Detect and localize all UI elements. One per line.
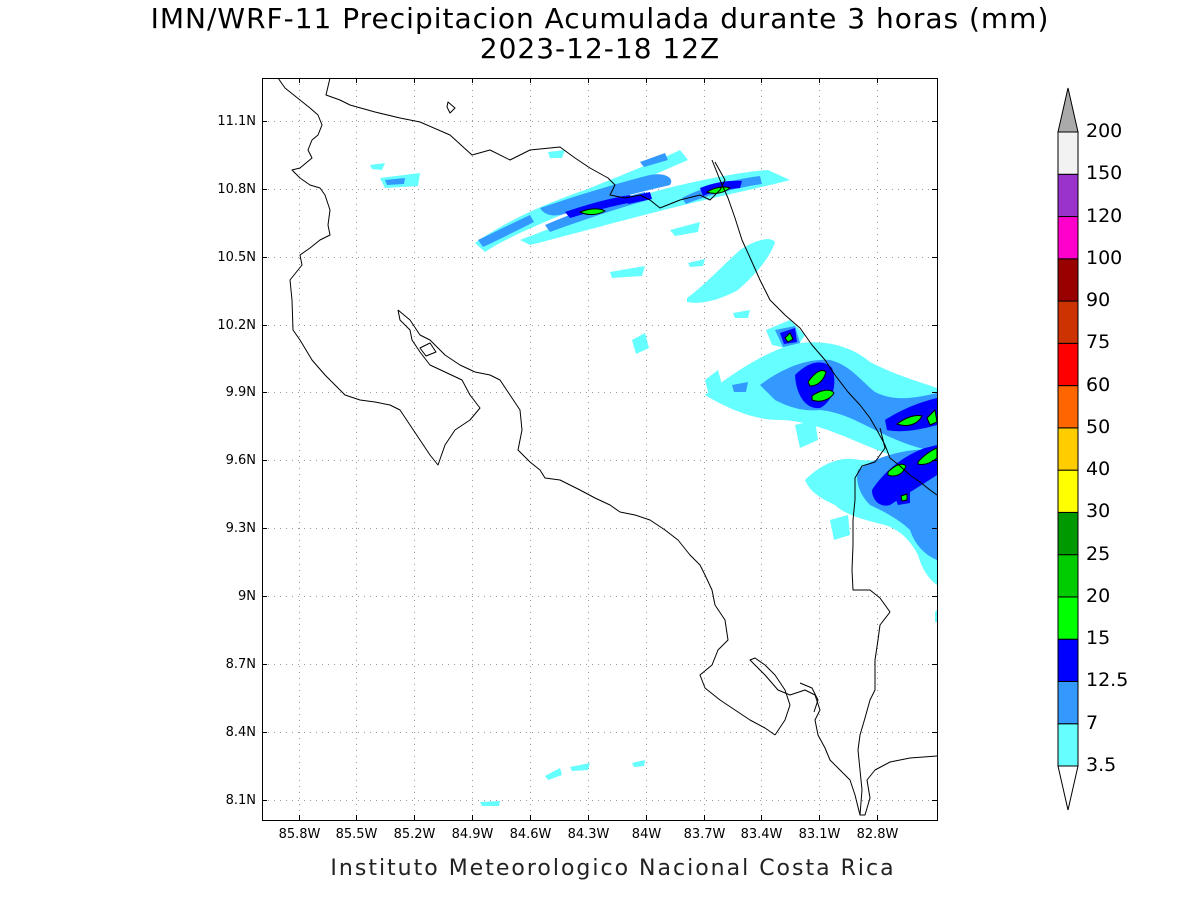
- lat-tick-label: 10.5N: [217, 249, 256, 265]
- colorbar-label: 15: [1086, 627, 1111, 650]
- colorbar-label: 90: [1086, 289, 1111, 312]
- colorbar-label: 120: [1086, 204, 1123, 227]
- colorbar-swatch: [1057, 216, 1079, 260]
- lon-tick-label: 82.8W: [856, 827, 899, 842]
- colorbar-swatch: [1057, 680, 1079, 725]
- lon-tick-label: 83.1W: [798, 827, 841, 842]
- axis-ticks: [262, 78, 937, 820]
- lon-tick-label: 84.6W: [509, 827, 552, 842]
- lat-tick-label: 8.7N: [225, 656, 256, 672]
- colorbar-swatch: [1057, 300, 1079, 344]
- lon-tick-label: 85.2W: [393, 827, 436, 842]
- colorbar-label: 7: [1086, 711, 1099, 734]
- lat-tick-label: 10.8N: [217, 181, 256, 197]
- colorbar-swatch: [1057, 638, 1079, 682]
- colorbar-label: 50: [1086, 415, 1111, 438]
- lat-tick-label: 11.1N: [217, 113, 256, 129]
- chira-island: [419, 342, 437, 357]
- colorbar-swatch: [1057, 511, 1079, 556]
- lat-tick-label: 8.1N: [225, 792, 256, 808]
- lon-tick-label: 85.8W: [278, 827, 321, 842]
- precip-level-3-5: [370, 150, 937, 806]
- precipitation-field: [370, 150, 937, 806]
- colorbar: [1057, 87, 1079, 811]
- colorbar-swatch: [1057, 385, 1079, 429]
- colorbar-label: 60: [1086, 373, 1111, 396]
- panama-border: [851, 427, 891, 816]
- pacific-coast-north: [277, 78, 481, 466]
- colorbar-swatch: [1057, 173, 1079, 218]
- lat-tick-label: 8.4N: [225, 724, 256, 740]
- lat-tick-label: 9N: [238, 588, 256, 604]
- colorbar-swatch: [1057, 469, 1079, 513]
- colorbar-label: 150: [1086, 162, 1123, 185]
- lat-tick-label: 9.9N: [225, 384, 256, 400]
- lon-tick-label: 84.3W: [567, 827, 610, 842]
- colorbar-swatch: [1057, 258, 1079, 302]
- colorbar-label: 3.5: [1086, 754, 1117, 776]
- colorbar-label: 100: [1086, 246, 1123, 269]
- colorbar-swatch: [1057, 427, 1079, 471]
- lon-tick-label: 85.5W: [335, 827, 378, 842]
- colorbar-label: 12.5: [1086, 669, 1129, 692]
- lat-tick-label: 9.3N: [225, 520, 256, 536]
- colorbar-label: 40: [1086, 458, 1111, 481]
- footer-institution: Instituto Meteorologico Nacional Costa R…: [330, 856, 896, 881]
- colorbar-label: 75: [1086, 331, 1111, 354]
- coastline-borders: [277, 78, 937, 816]
- colorbar-arrow-min: [1057, 765, 1079, 811]
- colorbar-swatch: [1057, 342, 1079, 387]
- golfito-coast: [799, 682, 819, 713]
- lon-tick-label: 83.7W: [683, 827, 726, 842]
- colorbar-swatch: [1057, 596, 1079, 640]
- gulf-of-nicoya: [397, 309, 776, 736]
- map-title: IMN/WRF-11 Precipitacion Acumulada duran…: [150, 2, 1050, 35]
- map-gridlines: [262, 78, 937, 820]
- colorbar-swatch: [1057, 723, 1079, 767]
- colorbar-label: 25: [1086, 542, 1111, 565]
- colorbar-arrow-max: [1057, 87, 1079, 133]
- colorbar-label: 30: [1086, 500, 1111, 523]
- osa-peninsula: [749, 657, 937, 816]
- colorbar-swatch: [1057, 554, 1079, 598]
- nicaragua-border: [325, 78, 726, 209]
- colorbar-label: 200: [1086, 120, 1123, 142]
- colorbar-swatch: [1057, 131, 1079, 175]
- caribbean-coast: [711, 159, 937, 496]
- precip-level-15: [578, 186, 937, 502]
- colorbar-label: 20: [1086, 584, 1111, 607]
- lat-tick-label: 10.2N: [217, 317, 256, 333]
- lon-tick-label: 84W: [631, 827, 662, 842]
- map-subtitle-date: 2023-12-18 12Z: [479, 32, 721, 65]
- map-frame: [262, 78, 938, 821]
- precip-level-12-5: [565, 180, 937, 506]
- calero-island: [446, 101, 456, 114]
- lon-tick-label: 84.9W: [451, 827, 494, 842]
- lon-tick-label: 83.4W: [740, 827, 783, 842]
- lat-tick-label: 9.6N: [225, 452, 256, 468]
